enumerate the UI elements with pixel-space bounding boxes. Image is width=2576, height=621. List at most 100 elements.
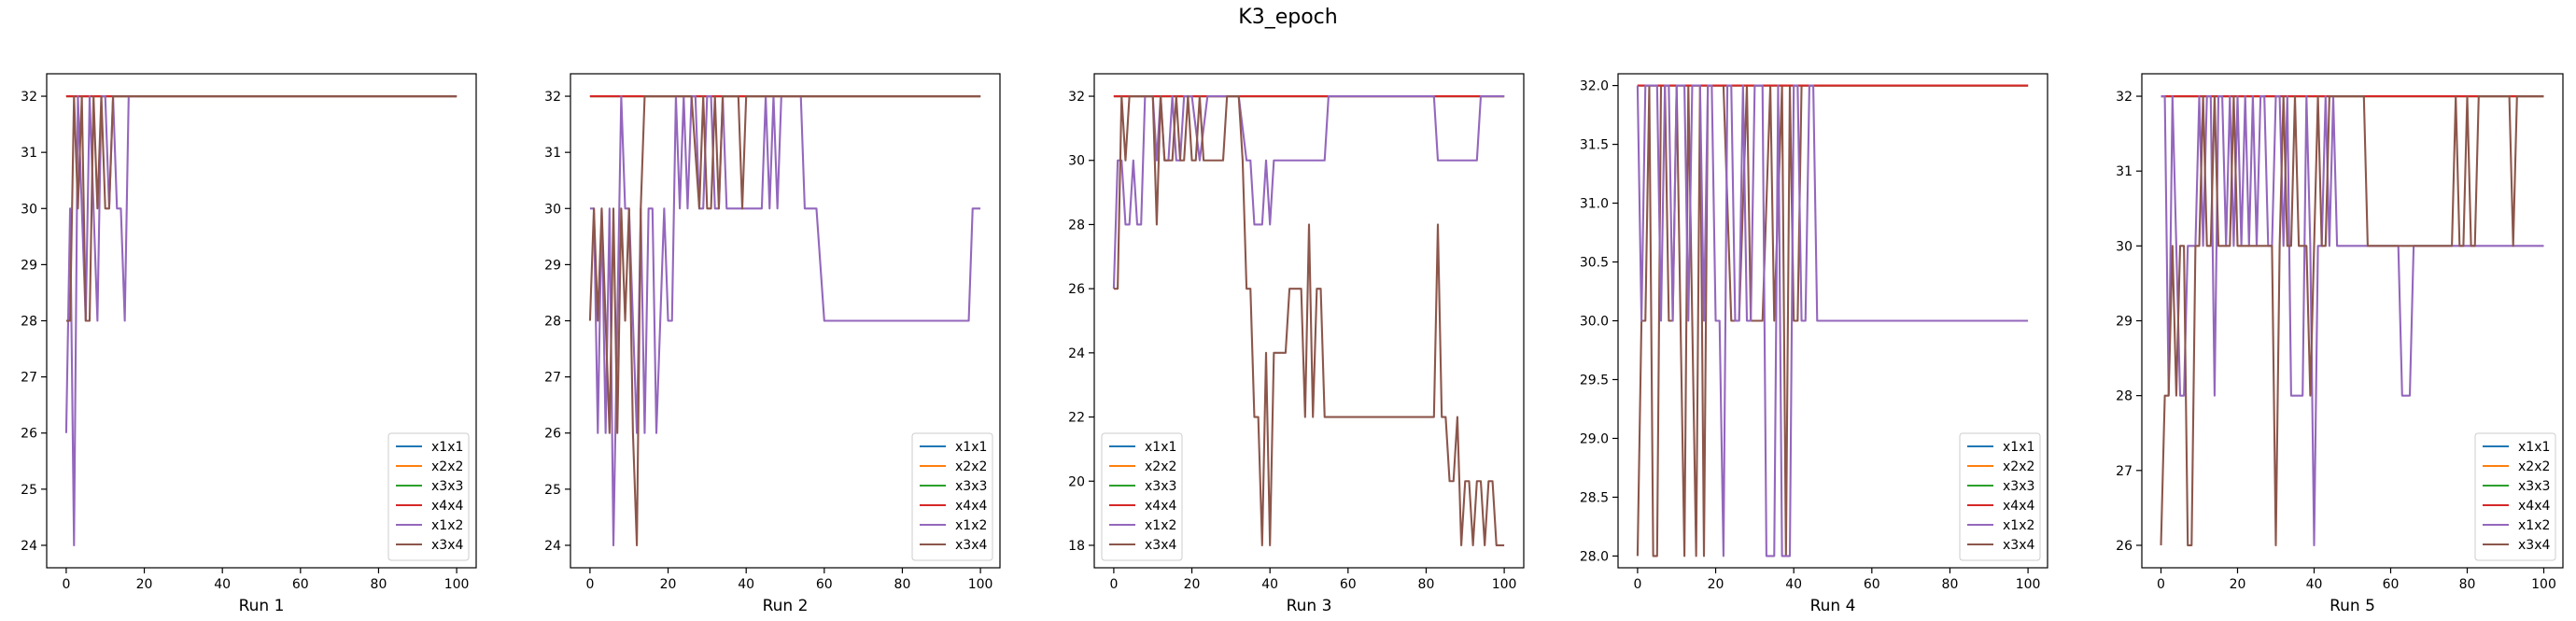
- legend-label-x3x4: x3x4: [2518, 538, 2550, 553]
- legend-label-x3x3: x3x3: [1145, 479, 1176, 494]
- y-tick-label: 29.5: [1580, 373, 1609, 388]
- legend-label-x4x4: x4x4: [2003, 499, 2034, 514]
- legend-label-x2x2: x2x2: [431, 459, 463, 474]
- legend-label-x2x2: x2x2: [2518, 459, 2550, 474]
- x-tick-label: 60: [816, 577, 833, 592]
- legend-label-x3x3: x3x3: [2518, 479, 2550, 494]
- x-axis-label: Run 1: [239, 597, 285, 615]
- legend-label-x3x4: x3x4: [431, 538, 463, 553]
- x-tick-label: 100: [444, 577, 470, 592]
- y-tick-label: 28: [1068, 218, 1085, 233]
- y-tick-label: 30: [2116, 239, 2133, 254]
- series-line-x3x4: [2160, 95, 2544, 546]
- y-tick-label: 30.0: [1580, 315, 1609, 330]
- x-tick-label: 40: [214, 577, 231, 592]
- x-axis-label: Run 3: [1287, 597, 1332, 615]
- chart-run-4: 0 20 40 60 80 100 28.0 28.5 29.0 29.5 30.0 30.5 31.0…: [1580, 73, 2048, 615]
- legend-label-x3x3: x3x3: [431, 479, 463, 494]
- legend-label-x1x1: x1x1: [2518, 440, 2550, 455]
- x-tick-label: 40: [1785, 577, 1802, 592]
- x-tick-label: 40: [738, 577, 754, 592]
- legend-label-x4x4: x4x4: [955, 499, 987, 514]
- legend: x1x1 x2x2 x3x3 x4x4 x1x2 x3x4: [387, 432, 470, 561]
- legend-label-x1x2: x1x2: [955, 518, 987, 533]
- y-tick-label: 28: [2116, 389, 2133, 404]
- y-tick-label: 26: [544, 427, 561, 442]
- x-tick-label: 0: [585, 577, 594, 592]
- legend-label-x4x4: x4x4: [1145, 499, 1176, 514]
- axes-frame: [1093, 73, 1525, 569]
- series-line-x3x4: [1113, 95, 1505, 546]
- legend-label-x1x2: x1x2: [2518, 518, 2550, 533]
- x-tick-label: 0: [2157, 577, 2165, 592]
- x-axis-label: Run 5: [2330, 597, 2375, 615]
- y-tick-label: 28: [21, 315, 37, 330]
- y-tick-label: 31: [21, 146, 37, 161]
- y-tick-label: 28.0: [1580, 549, 1609, 564]
- y-tick-label: 30: [21, 202, 37, 217]
- legend-label-x2x2: x2x2: [2003, 459, 2034, 474]
- x-tick-label: 40: [1261, 577, 1278, 592]
- y-tick-label: 29: [21, 258, 37, 273]
- y-tick-label: 29.0: [1580, 431, 1609, 446]
- x-tick-label: 20: [1184, 577, 1201, 592]
- plot-area: [588, 95, 981, 546]
- x-tick-label: 100: [2016, 577, 2041, 592]
- y-tick-label: 30: [1068, 154, 1085, 169]
- legend: x1x1 x2x2 x3x3 x4x4 x1x2 x3x4: [1101, 432, 1183, 561]
- x-tick-label: 100: [2531, 577, 2556, 592]
- y-tick-label: 30.5: [1580, 256, 1609, 271]
- x-tick-label: 60: [1864, 577, 1880, 592]
- x-tick-label: 40: [2306, 577, 2323, 592]
- y-tick-label: 31: [2116, 164, 2133, 179]
- y-tick-label: 32: [21, 90, 37, 105]
- x-tick-label: 100: [1492, 577, 1517, 592]
- x-tick-label: 80: [894, 577, 911, 592]
- series-line-x3x4: [588, 95, 981, 546]
- legend-label-x1x1: x1x1: [2003, 440, 2034, 455]
- y-tick-label: 32: [1068, 90, 1085, 105]
- y-tick-label: 24: [544, 539, 561, 554]
- plot-area: [1112, 95, 1505, 546]
- legend-label-x1x1: x1x1: [955, 440, 987, 455]
- x-tick-label: 60: [292, 577, 309, 592]
- x-axis-label: Run 4: [1810, 597, 1856, 615]
- plot-area: [64, 95, 457, 546]
- y-tick-label: 31.5: [1580, 138, 1609, 153]
- legend-label-x4x4: x4x4: [2518, 499, 2550, 514]
- y-tick-label: 27: [2116, 464, 2133, 479]
- legend: x1x1 x2x2 x3x3 x4x4 x1x2 x3x4: [2474, 432, 2556, 561]
- y-tick-label: 26: [21, 427, 37, 442]
- plot-area: [2160, 95, 2544, 546]
- figure-title: K3_epoch: [1238, 6, 1338, 29]
- y-tick-label: 32.0: [1580, 79, 1609, 94]
- x-tick-label: 0: [1633, 577, 1641, 592]
- x-tick-label: 60: [1340, 577, 1357, 592]
- legend-label-x4x4: x4x4: [431, 499, 463, 514]
- y-tick-label: 22: [1068, 411, 1085, 426]
- legend-label-x3x4: x3x4: [2003, 538, 2034, 553]
- legend-label-x1x2: x1x2: [1145, 518, 1176, 533]
- x-tick-label: 20: [660, 577, 677, 592]
- legend-label-x1x2: x1x2: [431, 518, 463, 533]
- x-tick-label: 20: [1708, 577, 1724, 592]
- legend-label-x3x3: x3x3: [2003, 479, 2034, 494]
- y-tick-label: 29: [544, 258, 561, 273]
- y-tick-label: 25: [544, 483, 561, 498]
- plot-area: [1636, 84, 2029, 557]
- legend-label-x3x4: x3x4: [1145, 538, 1176, 553]
- x-tick-label: 20: [2230, 577, 2246, 592]
- y-tick-label: 29: [2116, 315, 2133, 330]
- y-tick-label: 31.0: [1580, 197, 1609, 212]
- x-tick-label: 60: [2383, 577, 2400, 592]
- y-tick-label: 28.5: [1580, 490, 1609, 505]
- x-tick-label: 80: [1418, 577, 1435, 592]
- legend-label-x3x4: x3x4: [955, 538, 987, 553]
- x-tick-label: 100: [968, 577, 993, 592]
- y-tick-label: 27: [21, 371, 37, 386]
- y-tick-label: 24: [21, 539, 37, 554]
- y-tick-label: 30: [544, 202, 561, 217]
- x-tick-label: 80: [1942, 577, 1959, 592]
- legend-label-x3x3: x3x3: [955, 479, 987, 494]
